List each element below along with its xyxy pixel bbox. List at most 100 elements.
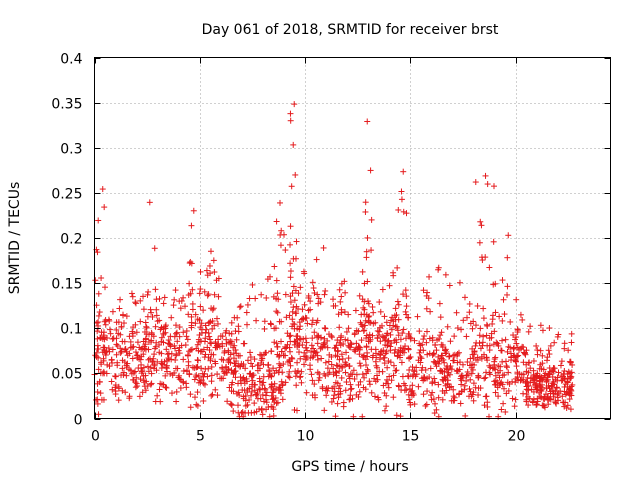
data-point bbox=[539, 327, 546, 334]
data-point bbox=[100, 368, 107, 375]
data-point bbox=[202, 351, 209, 358]
data-point bbox=[483, 354, 490, 361]
data-point bbox=[230, 408, 237, 415]
data-point bbox=[435, 264, 442, 271]
data-point bbox=[129, 376, 136, 383]
data-point bbox=[523, 390, 530, 397]
data-point bbox=[495, 393, 502, 400]
data-point bbox=[145, 288, 152, 295]
data-point bbox=[270, 386, 277, 393]
data-point bbox=[295, 290, 302, 297]
data-point bbox=[282, 291, 289, 298]
data-point bbox=[388, 326, 395, 333]
data-point bbox=[504, 254, 511, 261]
data-point bbox=[527, 323, 534, 330]
data-point bbox=[456, 279, 463, 286]
data-point bbox=[293, 310, 300, 317]
data-point bbox=[308, 371, 315, 378]
data-point bbox=[403, 386, 410, 393]
data-point bbox=[455, 349, 462, 356]
data-point bbox=[121, 346, 128, 353]
data-point bbox=[137, 297, 144, 304]
data-point bbox=[247, 349, 254, 356]
data-point bbox=[407, 399, 414, 406]
data-point bbox=[360, 354, 367, 361]
data-point bbox=[446, 282, 453, 289]
data-point bbox=[129, 344, 136, 351]
data-point bbox=[259, 391, 266, 398]
data-point bbox=[237, 303, 244, 310]
data-point bbox=[170, 302, 177, 309]
data-point bbox=[299, 306, 306, 313]
data-point bbox=[427, 392, 434, 399]
data-point bbox=[480, 333, 487, 340]
data-point bbox=[198, 365, 205, 372]
data-point bbox=[345, 355, 352, 362]
data-point bbox=[352, 348, 359, 355]
data-point bbox=[422, 366, 429, 373]
data-point bbox=[287, 293, 294, 300]
data-point bbox=[470, 380, 477, 387]
data-point bbox=[157, 380, 164, 387]
data-point bbox=[374, 372, 381, 379]
data-point bbox=[258, 406, 265, 413]
data-point bbox=[393, 339, 400, 346]
data-point bbox=[309, 354, 316, 361]
data-point bbox=[235, 409, 242, 416]
data-point bbox=[557, 362, 564, 369]
data-point bbox=[177, 305, 184, 312]
data-point bbox=[95, 290, 102, 297]
data-point bbox=[265, 361, 272, 368]
data-point bbox=[427, 308, 434, 315]
data-point bbox=[336, 286, 343, 293]
data-point bbox=[115, 397, 122, 404]
data-point bbox=[97, 390, 104, 397]
data-point bbox=[189, 346, 196, 353]
data-point bbox=[322, 359, 329, 366]
data-point bbox=[359, 296, 366, 303]
data-point bbox=[169, 372, 176, 379]
data-point bbox=[109, 335, 116, 342]
data-point bbox=[221, 349, 228, 356]
data-point bbox=[100, 332, 107, 339]
data-point bbox=[129, 355, 136, 362]
data-point bbox=[282, 352, 289, 359]
data-point bbox=[214, 315, 221, 322]
data-point bbox=[287, 268, 294, 275]
data-point bbox=[494, 340, 501, 347]
data-point bbox=[210, 305, 217, 312]
data-point bbox=[474, 357, 481, 364]
data-point bbox=[310, 345, 317, 352]
data-point bbox=[374, 335, 381, 342]
data-point bbox=[258, 357, 265, 364]
data-point bbox=[290, 141, 297, 148]
data-point bbox=[188, 313, 195, 320]
data-point bbox=[156, 295, 163, 302]
data-point bbox=[298, 316, 305, 323]
data-point bbox=[94, 400, 101, 407]
data-point bbox=[408, 392, 415, 399]
data-point bbox=[197, 286, 204, 293]
data-point bbox=[491, 358, 498, 365]
data-point bbox=[271, 263, 278, 270]
data-point bbox=[356, 346, 363, 353]
data-point bbox=[331, 388, 338, 395]
data-point bbox=[208, 392, 215, 399]
data-point bbox=[402, 308, 409, 315]
data-point bbox=[176, 324, 183, 331]
data-point bbox=[310, 285, 317, 292]
data-point bbox=[364, 366, 371, 373]
data-point bbox=[385, 384, 392, 391]
data-point bbox=[268, 373, 275, 380]
data-point bbox=[545, 371, 552, 378]
data-point bbox=[475, 373, 482, 380]
data-point bbox=[200, 307, 207, 314]
data-point bbox=[257, 386, 264, 393]
data-point bbox=[393, 367, 400, 374]
data-point bbox=[115, 385, 122, 392]
data-point bbox=[322, 325, 329, 332]
data-point bbox=[365, 334, 372, 341]
data-point bbox=[293, 336, 300, 343]
data-point bbox=[219, 333, 226, 340]
data-point bbox=[390, 269, 397, 276]
